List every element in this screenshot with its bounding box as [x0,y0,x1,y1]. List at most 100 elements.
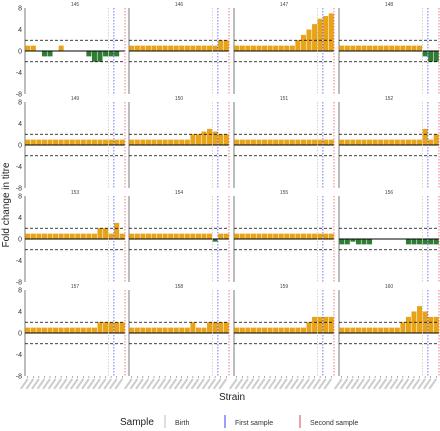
bar [367,239,373,245]
bar [278,233,284,239]
y-tick-label: 0 [18,331,22,338]
bar [80,327,86,333]
y-axis-label: Fold change in titre [1,162,12,247]
bar [289,233,295,239]
bar [207,233,213,239]
bar [355,239,361,245]
bar [134,45,140,51]
bar [212,45,218,51]
x-axis-label: Strain [219,392,245,403]
bar [350,239,356,242]
bar [103,51,109,57]
x-tick-label-glyph [372,378,382,390]
bar [53,233,59,239]
bar [389,327,395,333]
bar [75,139,81,145]
x-tick-label-glyph [411,378,421,390]
bar [250,45,256,51]
bar [145,327,151,333]
bar [223,134,229,145]
bar [212,131,218,145]
y-tick-label: -8 [16,374,22,381]
bar [323,139,329,145]
x-tick-label-glyph [384,378,393,390]
bar [195,45,201,51]
bar [114,51,120,57]
x-tick-label-glyph [31,378,40,390]
bar [278,327,284,333]
bar [433,51,439,62]
bar [389,139,395,145]
x-tick-label-glyph [229,378,238,390]
x-tick-label-glyph [168,378,178,390]
bar [300,34,306,51]
bar [47,327,53,333]
bar [361,327,367,333]
facet-title: 148 [385,2,394,8]
bar [378,45,384,51]
bar [75,233,81,239]
x-tick-label-glyph [135,378,144,390]
bar [53,139,59,145]
bar [428,239,434,245]
panel-149: 149 -8 -4 0 4 8 [16,96,126,193]
bar [400,322,406,333]
x-tick-label-glyph [350,378,360,390]
bar [25,45,31,51]
x-tick-label-glyph [212,378,222,390]
panel-160: 160 [334,284,440,390]
bar [140,45,146,51]
y-tick-label: 4 [18,309,22,316]
bar [25,139,31,145]
facet-title: 160 [385,284,394,290]
facet-title: 151 [280,96,289,102]
bar [400,45,406,51]
bar [372,45,378,51]
bar [140,233,146,239]
bar [245,233,251,239]
bar [190,134,196,145]
bar [328,139,334,145]
bar [411,45,417,51]
bar [284,233,290,239]
x-tick-label-glyph [174,378,183,390]
bar [212,239,218,242]
bar [295,40,301,51]
bar [179,45,185,51]
bar [245,139,251,145]
bar [47,51,53,57]
x-tick-label-glyph [279,378,288,390]
y-tick-label: 4 [18,215,22,222]
x-tick-label-glyph [185,378,194,390]
bar [383,139,389,145]
bar [86,327,92,333]
bar [145,45,151,51]
bar [114,322,120,333]
bar [262,327,268,333]
bar [119,139,125,145]
bar [218,322,224,333]
x-tick-label-glyph [306,378,316,390]
bar [367,327,373,333]
x-tick-label-glyph [256,378,266,390]
y-tick-label: -4 [16,352,22,359]
bar [234,45,240,51]
bar [41,327,47,333]
bar [129,139,135,145]
bar [108,139,114,145]
bar [58,45,64,51]
bar [344,45,350,51]
bar [417,306,423,333]
x-tick-label-glyph [47,378,57,390]
bar [323,233,329,239]
panel-145: 145 -8 -4 0 4 8 [16,2,126,99]
x-tick-label-glyph [378,378,388,390]
x-tick-label-glyph [323,378,333,390]
bar [179,327,185,333]
bar [417,239,423,245]
bar [212,322,218,333]
y-tick-label: -4 [16,258,22,265]
bar [151,139,157,145]
x-tick-label-glyph [312,378,321,390]
bar [339,139,345,145]
